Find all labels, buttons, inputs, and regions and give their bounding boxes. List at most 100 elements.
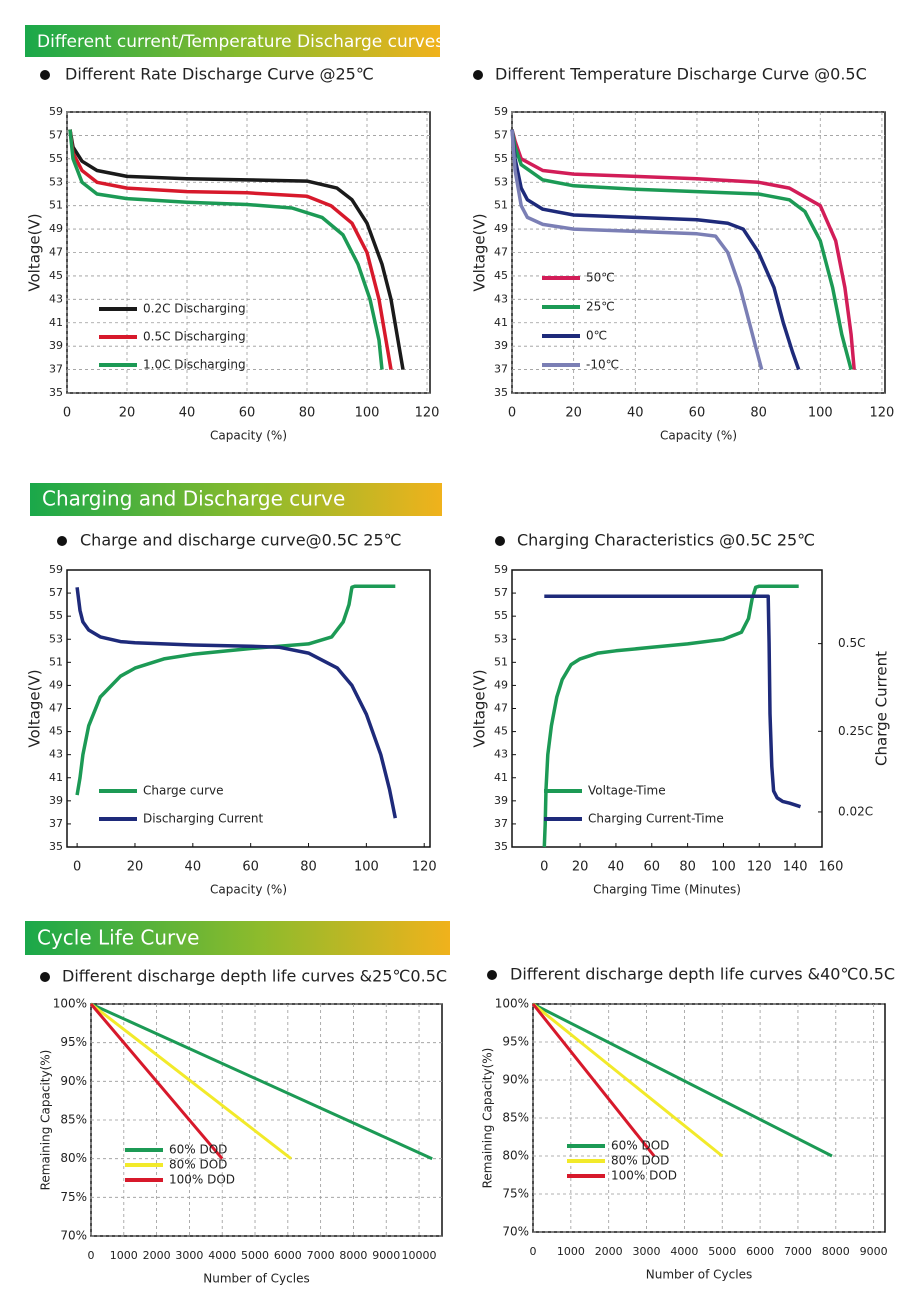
x-tick-label: 0 [88,1249,95,1262]
plot-frame [66,569,431,848]
y-tick-label: 37 [494,363,508,376]
y-tick-label: 55 [494,152,508,165]
x-tick-label: 40 [185,860,202,875]
x-tick-label: 4000 [670,1245,698,1258]
x-tick-label: 140 [783,860,808,875]
y-tick-label: 55 [49,609,63,622]
y-axis-label: Voltage(V) [471,213,489,291]
y-tick-label: 45 [49,269,63,282]
y-tick-label: 35 [49,386,63,399]
plot-frame [511,569,823,848]
y-tick-label: 49 [49,222,63,235]
y-tick-label: 41 [494,771,508,784]
legend-label: 60% DOD [169,1143,227,1157]
y-tick-label: 59 [494,105,508,118]
bullet [57,536,67,546]
x-tick-label: 100 [711,860,736,875]
x-tick-label: 100 [354,860,379,875]
y-tick-label: 53 [494,175,508,188]
legend-label: 0℃ [586,329,607,343]
legend-label: Discharging Current [143,812,263,826]
y-tick-label: 47 [49,702,63,715]
x-tick-label: 100 [355,406,380,421]
y-tick-label: 39 [49,794,63,807]
y-tick-label: 35 [494,840,508,853]
x-tick-label: 160 [819,860,844,875]
y-tick-label: 53 [49,632,63,645]
bullet [40,70,50,80]
y-tick-label: 80% [60,1151,87,1165]
y2-tick-label: 0.02C [838,804,873,818]
x-axis-label: Number of Cycles [646,1268,752,1282]
y-tick-label: 55 [49,152,63,165]
series-line [532,1002,833,1158]
bullet [40,972,50,982]
y-tick-label: 49 [494,678,508,691]
y-tick-label: 57 [49,586,63,599]
section-banner [30,483,442,516]
series-line [90,1002,293,1160]
y-tick-label: 75% [502,1187,529,1201]
chart-title: Different discharge depth life curves &2… [62,967,447,986]
y-tick-label: 59 [49,105,63,118]
y-axis-label: Voltage(V) [26,669,44,747]
x-tick-label: 40 [627,406,644,421]
legend-label: Charge curve [143,784,224,798]
y-axis-label: Remaining Capacity(%) [481,1048,495,1189]
section-banner [25,25,440,57]
series-line [68,129,393,370]
chart-title: Different discharge depth life curves &4… [510,965,895,984]
legend-label: 100% DOD [169,1173,235,1187]
y-tick-label: 55 [494,609,508,622]
y-tick-label: 95% [60,1035,87,1049]
x-tick-label: 5000 [241,1249,269,1262]
x-tick-label: 5000 [708,1245,736,1258]
y-tick-label: 70% [60,1229,87,1243]
y-axis-label: Remaining Capacity(%) [39,1050,53,1191]
y-tick-label: 85% [60,1113,87,1127]
x-tick-label: 9000 [372,1249,400,1262]
y-tick-label: 100% [53,997,87,1011]
x-tick-label: 60 [242,860,259,875]
x-tick-label: 2000 [143,1249,171,1262]
x-axis-label: Capacity (%) [210,883,287,897]
chart-title: Different Rate Discharge Curve @25℃ [65,65,374,84]
y-tick-label: 35 [494,386,508,399]
y-tick-label: 37 [49,363,63,376]
legend-label: 60% DOD [611,1139,669,1153]
y-tick-label: 37 [494,817,508,830]
series-line [510,129,856,370]
x-tick-label: 100 [808,406,833,421]
y-tick-label: 49 [49,678,63,691]
legend-label: 0.2C Discharging [143,302,246,316]
series-line [68,129,405,370]
x-tick-label: 3000 [175,1249,203,1262]
y-axis-label: Voltage(V) [471,669,489,747]
x-tick-label: 0 [530,1245,537,1258]
y-tick-label: 51 [494,655,508,668]
x-tick-label: 0 [63,406,71,421]
x-axis-label: Charging Time (Minutes) [593,883,741,897]
x-tick-label: 60 [643,860,660,875]
legend-label: -10℃ [586,358,619,372]
legend-label: 25℃ [586,300,615,314]
legend-label: 0.5C Discharging [143,330,246,344]
y-tick-label: 39 [494,339,508,352]
chart-title: Different Temperature Discharge Curve @0… [495,65,867,84]
x-axis-label: Capacity (%) [660,429,737,443]
y-tick-label: 95% [502,1035,529,1049]
y-tick-label: 35 [49,840,63,853]
y-tick-label: 37 [49,817,63,830]
series-line [75,584,396,796]
x-tick-label: 60 [689,406,706,421]
y-tick-label: 39 [49,339,63,352]
x-tick-label: 20 [127,860,144,875]
y-tick-label: 59 [494,563,508,576]
series-line [89,1003,224,1160]
chart-title: Charging Characteristics @0.5C 25℃ [517,531,815,550]
section-title: Different current/Temperature Discharge … [37,32,444,52]
y-axis-label: Voltage(V) [26,213,44,291]
x-tick-label: 120 [870,406,895,421]
x-tick-label: 40 [608,860,625,875]
